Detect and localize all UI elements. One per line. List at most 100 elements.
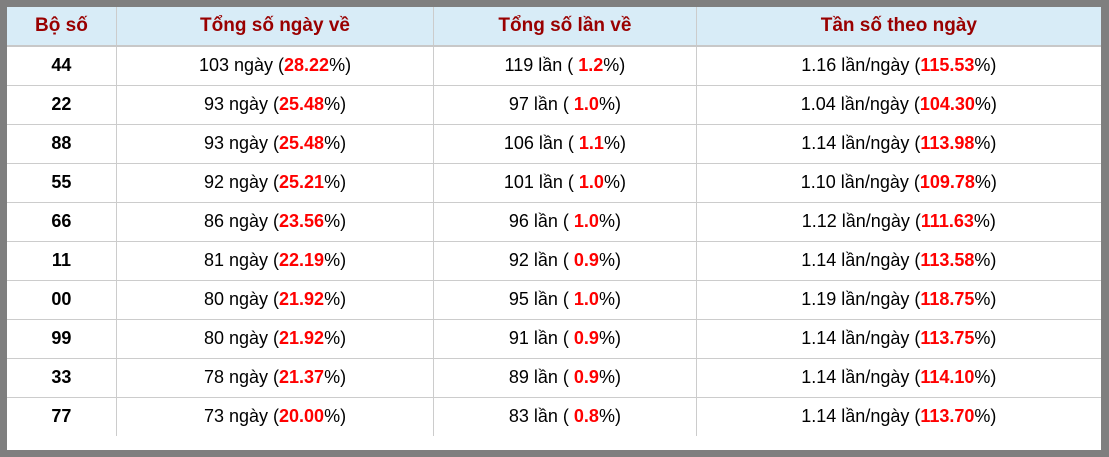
pair-cell: 99 [7, 318, 117, 358]
total-times-cell: 83 lần ( 0.8%) [433, 396, 697, 436]
frequency-text: 1.16 lần/ngày ( [801, 55, 921, 76]
pair-cell: 44 [7, 46, 117, 85]
times-percent-value: 0.9 [573, 328, 599, 348]
days-text: 92 ngày ( [203, 172, 280, 192]
days-percent-value: 23.56 [279, 211, 325, 231]
total-times-cell: 97 lần ( 1.0%) [433, 84, 697, 124]
days-text: 93 ngày ( [203, 133, 280, 153]
frequency-cell: 1.04 lần/ngày (104.30%) [695, 84, 1101, 124]
total-times-cell: 106 lần ( 1.1%) [433, 123, 697, 163]
times-percent-value: 1.2 [578, 55, 604, 76]
total-times-cell: 92 lần ( 0.9%) [433, 240, 697, 280]
total-times-cell: 89 lần ( 0.9%) [433, 357, 697, 397]
pair-cell: 33 [7, 357, 117, 397]
total-days-cell: 93 ngày (25.48%) [115, 123, 434, 163]
days-text-close: %) [324, 94, 347, 114]
days-text: 80 ngày ( [203, 289, 280, 309]
table-row: 66 86 ngày (23.56%) 96 lần ( 1.0%) 1.12 … [7, 201, 1101, 241]
days-text-close: %) [324, 367, 347, 387]
days-text-close: %) [324, 133, 347, 153]
frequency-cell: 1.14 lần/ngày (113.58%) [695, 240, 1101, 280]
times-percent-value: 1.1 [578, 133, 604, 153]
times-text: 96 lần ( [508, 211, 574, 231]
frequency-cell: 1.14 lần/ngày (113.75%) [695, 318, 1101, 358]
times-percent-value: 1.0 [573, 289, 599, 309]
frequency-text-close: %) [974, 133, 997, 153]
times-text: 95 lần ( [508, 289, 574, 309]
times-text: 97 lần ( [508, 94, 574, 114]
times-text-close: %) [598, 289, 621, 309]
total-days-cell: 78 ngày (21.37%) [115, 357, 434, 397]
frequency-text: 1.14 lần/ngày ( [801, 367, 921, 387]
times-percent-value: 1.0 [573, 94, 599, 114]
days-text: 78 ngày ( [203, 367, 280, 387]
days-percent-value: 25.48 [279, 133, 325, 153]
pair-cell: 11 [7, 240, 117, 280]
table-row: 33 78 ngày (21.37%) 89 lần ( 0.9%) 1.14 … [7, 357, 1101, 397]
frequency-text: 1.12 lần/ngày ( [801, 211, 921, 231]
total-times-cell: 119 lần ( 1.2%) [433, 46, 697, 85]
frequency-percent-value: 113.70 [920, 406, 975, 427]
frequency-percent-value: 104.30 [919, 94, 975, 114]
total-days-cell: 73 ngày (20.00%) [115, 396, 434, 436]
table-row: 44 103 ngày (28.22%) 119 lần ( 1.2%) 1.1… [7, 46, 1101, 85]
frequency-text: 1.14 lần/ngày ( [801, 328, 921, 348]
frequency-text-close: %) [974, 55, 997, 76]
header-row: Bộ số Tổng số ngày về Tổng số lần về Tần… [7, 7, 1101, 47]
times-text-close: %) [603, 55, 626, 76]
frequency-percent-value: 109.78 [919, 172, 975, 192]
times-text-close: %) [598, 367, 621, 387]
frequency-cell: 1.14 lần/ngày (114.10%) [695, 357, 1101, 397]
frequency-percent-value: 118.75 [920, 289, 975, 309]
times-text: 106 lần ( [503, 133, 579, 153]
times-text: 101 lần ( [503, 172, 579, 192]
table-row: 55 92 ngày (25.21%) 101 lần ( 1.0%) 1.10… [7, 162, 1101, 202]
table-row: 88 93 ngày (25.48%) 106 lần ( 1.1%) 1.14… [7, 123, 1101, 163]
frequency-text-close: %) [974, 94, 997, 114]
table-row: 99 80 ngày (21.92%) 91 lần ( 0.9%) 1.14 … [7, 318, 1101, 358]
days-percent-value: 21.92 [279, 328, 325, 348]
times-text-close: %) [603, 133, 626, 153]
times-percent-value: 1.0 [578, 172, 604, 192]
frequency-text: 1.04 lần/ngày ( [800, 94, 920, 114]
days-percent-value: 21.92 [279, 289, 325, 309]
frequency-cell: 1.12 lần/ngày (111.63%) [695, 201, 1101, 241]
frequency-percent-value: 113.58 [920, 250, 975, 270]
days-percent-value: 25.21 [279, 172, 325, 192]
total-times-cell: 95 lần ( 1.0%) [433, 279, 697, 319]
frequency-text-close: %) [973, 211, 996, 231]
total-days-cell: 93 ngày (25.48%) [115, 84, 434, 124]
days-percent-value: 21.37 [279, 367, 325, 387]
frequency-cell: 1.14 lần/ngày (113.70%) [695, 396, 1101, 436]
days-text-close: %) [324, 250, 347, 270]
days-percent-value: 20.00 [279, 406, 325, 427]
total-days-cell: 92 ngày (25.21%) [115, 162, 434, 202]
days-text: 73 ngày ( [203, 406, 280, 427]
times-percent-value: 0.9 [573, 367, 599, 387]
frequency-text: 1.14 lần/ngày ( [801, 133, 921, 153]
times-text-close: %) [598, 211, 621, 231]
times-text: 83 lần ( [508, 406, 574, 427]
total-times-cell: 96 lần ( 1.0%) [433, 201, 697, 241]
times-text-close: %) [598, 406, 621, 427]
frequency-text-close: %) [974, 289, 997, 309]
total-days-cell: 80 ngày (21.92%) [115, 279, 434, 319]
frequency-text-close: %) [974, 406, 997, 427]
header-total-days: Tổng số ngày về [115, 7, 434, 47]
frequency-text: 1.10 lần/ngày ( [800, 172, 920, 192]
days-text-close: %) [329, 55, 352, 76]
frequency-percent-value: 111.63 [920, 211, 974, 231]
days-percent-value: 28.22 [284, 55, 330, 76]
times-text: 92 lần ( [508, 250, 574, 270]
times-text: 119 lần ( [504, 55, 579, 76]
frequency-text: 1.14 lần/ngày ( [801, 250, 921, 270]
days-text-close: %) [324, 328, 347, 348]
frequency-cell: 1.10 lần/ngày (109.78%) [695, 162, 1101, 202]
frequency-percent-value: 115.53 [920, 55, 975, 76]
times-text: 91 lần ( [508, 328, 574, 348]
days-text-close: %) [324, 211, 347, 231]
table-row: 11 81 ngày (22.19%) 92 lần ( 0.9%) 1.14 … [7, 240, 1101, 280]
table-row: 77 73 ngày (20.00%) 83 lần ( 0.8%) 1.14 … [7, 396, 1101, 436]
frequency-text-close: %) [974, 172, 997, 192]
days-text-close: %) [324, 289, 347, 309]
